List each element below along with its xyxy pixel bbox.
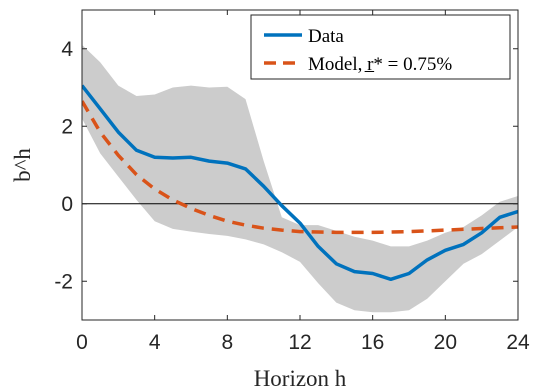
y-axis-label: b^h bbox=[10, 148, 35, 182]
series-layer bbox=[82, 84, 518, 282]
confidence-band-layer bbox=[82, 44, 518, 313]
x-tick-label: 16 bbox=[361, 331, 384, 354]
legend-box bbox=[250, 14, 511, 80]
x-tick-label: 0 bbox=[76, 331, 88, 354]
x-tick-label: 4 bbox=[149, 331, 161, 354]
x-tick-label: 24 bbox=[506, 331, 530, 354]
x-axis-label: Horizon h bbox=[254, 366, 347, 387]
series-line-data bbox=[82, 84, 518, 282]
x-tick-label: 12 bbox=[288, 331, 311, 354]
legend-label-data: Data bbox=[308, 26, 344, 47]
y-tick-label: 4 bbox=[61, 38, 73, 61]
y-tick-label: -2 bbox=[54, 270, 73, 293]
y-tick-label: 2 bbox=[61, 115, 73, 138]
y-tick-label: 0 bbox=[61, 193, 73, 216]
legend: Data Model, r̲* = 0.75% bbox=[250, 14, 511, 80]
x-tick-label: 20 bbox=[434, 331, 457, 354]
series-line-model bbox=[82, 100, 518, 235]
x-tick-label: 8 bbox=[221, 331, 233, 354]
legend-label-model: Model, r̲* = 0.75% bbox=[308, 54, 452, 75]
confidence-band bbox=[82, 44, 518, 313]
